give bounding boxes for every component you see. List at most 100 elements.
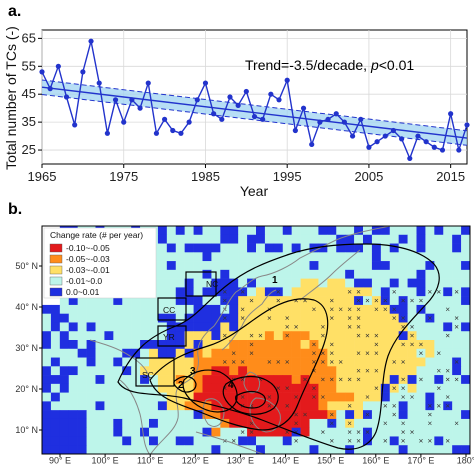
heatmap-cell <box>327 287 337 297</box>
heatmap-cell <box>166 375 177 385</box>
heatmap-cell <box>371 357 382 367</box>
heatmap-cell <box>461 322 470 332</box>
heatmap-cell <box>345 296 355 306</box>
map-x-ticks: 90° E 100° E 110° E 120° E 130° E 140° E 150° … <box>49 454 474 464</box>
heatmap-cell <box>425 261 435 271</box>
heatmap-cell <box>336 410 346 420</box>
heatmap-cell <box>59 296 70 306</box>
heatmap-cell <box>193 278 203 288</box>
heatmap-cell <box>282 269 292 279</box>
significance-cross <box>419 377 423 382</box>
heatmap-cell <box>327 445 337 454</box>
heatmap-cell <box>68 340 78 350</box>
data-point <box>382 133 388 139</box>
heatmap-cell <box>354 252 364 262</box>
legend-swatch <box>49 243 63 253</box>
heatmap-cell <box>95 340 105 350</box>
heatmap-cell <box>461 331 470 341</box>
heatmap-cell <box>193 366 203 376</box>
heatmap-cell <box>193 243 203 253</box>
heatmap-cell <box>371 392 382 402</box>
heatmap-cell <box>273 331 284 341</box>
heatmap-cell <box>211 383 221 393</box>
significance-cross <box>321 351 325 355</box>
map-y-tick-label: 40° N <box>15 302 38 312</box>
heatmap-cell <box>389 269 399 279</box>
map-y-tick-label: 20° N <box>15 384 38 394</box>
significance-cross <box>231 439 236 443</box>
heatmap-cell <box>407 366 417 376</box>
heatmap-cell <box>380 243 391 253</box>
heatmap-cell <box>229 278 239 288</box>
heatmap-cell <box>247 313 257 323</box>
heatmap-cell <box>371 401 382 411</box>
significance-cross <box>249 298 254 303</box>
heatmap-cell <box>434 375 444 385</box>
heatmap-cell <box>140 296 150 306</box>
significance-cross <box>329 360 334 364</box>
heatmap-cell <box>140 418 150 428</box>
heatmap-cell <box>363 304 373 314</box>
heatmap-cell <box>282 252 292 262</box>
heatmap-cell <box>443 410 453 420</box>
heatmap-cell <box>77 436 87 446</box>
heatmap-cell <box>86 313 96 323</box>
heatmap-cell <box>336 392 346 402</box>
heatmap-cell <box>380 427 391 437</box>
heatmap-cell <box>113 375 123 385</box>
map-y-tick-label: 50° N <box>15 261 38 271</box>
heatmap-cell <box>59 383 70 393</box>
heatmap-cell <box>282 261 292 271</box>
heatmap-cell <box>371 418 382 428</box>
heatmap-cell <box>140 383 150 393</box>
data-point <box>325 116 331 122</box>
significance-cross <box>428 412 432 417</box>
y-tick-label: 35 <box>22 114 36 129</box>
heatmap-cell <box>211 243 221 253</box>
heatmap-cell <box>77 427 87 437</box>
heatmap-cell <box>443 348 453 358</box>
heatmap-cell <box>273 366 284 376</box>
region-cc-label: CC <box>163 305 175 315</box>
heatmap-cell <box>202 252 212 262</box>
heatmap-cell <box>68 296 78 306</box>
heatmap-cell <box>50 410 61 420</box>
heatmap-cell <box>282 418 292 428</box>
heatmap-cell <box>211 410 221 420</box>
heatmap-cell <box>461 304 470 314</box>
heatmap-cell <box>50 366 61 376</box>
heatmap-cell <box>122 296 132 306</box>
panel-a-chart: 1965 1975 1985 1995 2005 2015 25 35 45 55 65 Year… <box>3 26 470 199</box>
heatmap-cell <box>300 357 310 367</box>
data-point <box>121 119 127 125</box>
significance-cross <box>312 307 316 312</box>
significance-cross <box>374 342 379 347</box>
heatmap-cell <box>363 234 373 244</box>
heatmap-cell <box>300 261 310 271</box>
heatmap-cell <box>149 366 159 376</box>
heatmap-cell <box>318 234 328 244</box>
heatmap-cell <box>256 348 266 358</box>
significance-cross <box>249 333 254 338</box>
trend-line <box>41 86 468 139</box>
significance-cross <box>231 351 236 355</box>
heatmap-cell <box>184 234 194 244</box>
heatmap-cell <box>68 392 78 402</box>
heatmap-cell <box>407 287 417 297</box>
region-cc-box <box>157 297 187 321</box>
heatmap-cell <box>140 410 150 420</box>
heatmap-cell <box>59 348 70 358</box>
legend-swatch <box>49 265 63 275</box>
heatmap-cell <box>184 243 194 253</box>
significance-cross <box>294 325 298 329</box>
heatmap-cell <box>131 340 141 350</box>
heatmap-cell <box>220 418 230 428</box>
heatmap-cell <box>416 392 426 402</box>
heatmap-cell <box>434 357 444 367</box>
heatmap-cell <box>434 234 444 244</box>
heatmap-cell <box>461 366 470 376</box>
heatmap-cell <box>166 296 177 306</box>
heatmap-cell <box>68 304 78 314</box>
heatmap-cell <box>434 392 444 402</box>
data-point <box>292 127 298 134</box>
